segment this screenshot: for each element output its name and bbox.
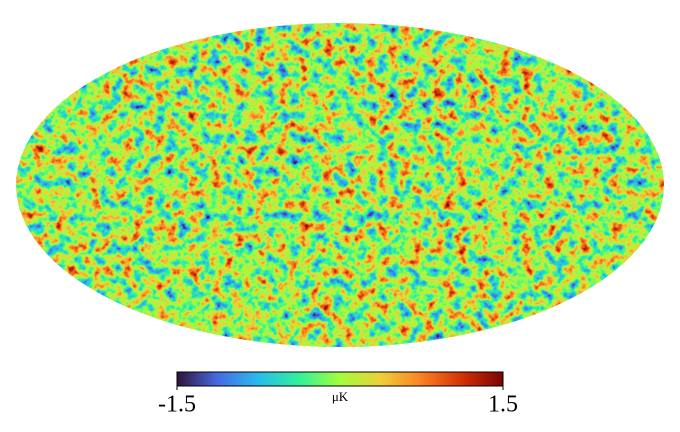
colorbar: [176, 371, 504, 387]
colorbar-tick-label: -1.5: [158, 392, 196, 418]
colorbar-label: μK: [332, 389, 349, 404]
sky-map: [16, 23, 664, 347]
colorbar-tick-label: 1.5: [488, 392, 518, 418]
colorbar-ticks: -1.5 1.5: [158, 386, 518, 418]
map-texture: [16, 23, 664, 347]
